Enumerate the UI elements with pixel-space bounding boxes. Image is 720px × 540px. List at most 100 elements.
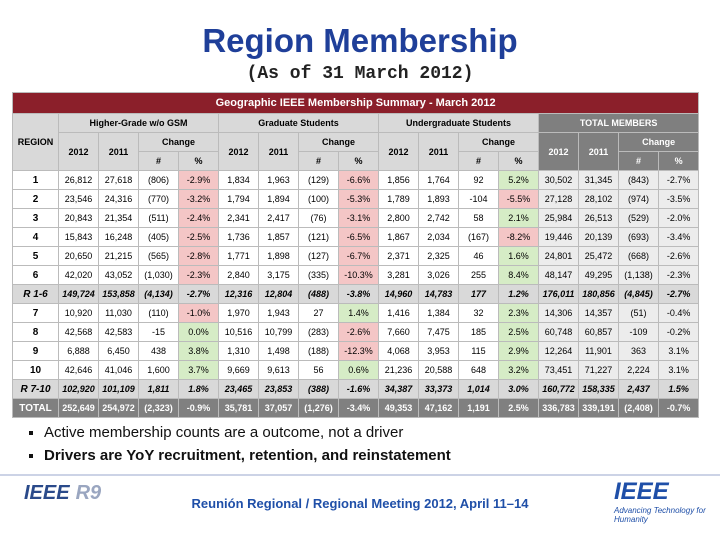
value-cell: 28,102	[578, 189, 619, 209]
value-cell: 438	[138, 341, 179, 361]
year-header: 2011	[258, 132, 299, 171]
value-cell: -2.3%	[178, 265, 219, 285]
value-cell: 1,857	[258, 227, 299, 247]
value-cell: 336,783	[538, 398, 579, 418]
value-cell: 3.1%	[657, 360, 700, 380]
value-cell: 32	[458, 303, 499, 323]
value-cell: (388)	[298, 379, 339, 399]
year-header: 2012	[218, 132, 259, 171]
value-cell: 158,335	[578, 379, 619, 399]
value-cell: -10.3%	[338, 265, 379, 285]
value-cell: -2.7%	[657, 284, 700, 304]
table-row: 5 20,650 21,215 (565) -2.8% 1,771 1,898 (127) -6…	[12, 246, 700, 266]
value-cell: 252,649	[58, 398, 99, 418]
value-cell: -2.9%	[178, 170, 219, 190]
value-cell: (4,134)	[138, 284, 179, 304]
value-cell: 2,325	[418, 246, 459, 266]
value-cell: 2,417	[258, 208, 299, 228]
value-cell: -1.6%	[338, 379, 379, 399]
group-header-row: REGION Higher-Grade w/o GSM Graduate Stude…	[12, 113, 700, 171]
year-header: 2012	[58, 132, 99, 171]
value-cell: 1,898	[258, 246, 299, 266]
footer-rule	[0, 474, 720, 476]
value-cell: 12,804	[258, 284, 299, 304]
value-cell: 101,109	[98, 379, 139, 399]
value-cell: 20,588	[418, 360, 459, 380]
value-cell: 1,893	[418, 189, 459, 209]
value-cell: -12.3%	[338, 341, 379, 361]
value-cell: 12,264	[538, 341, 579, 361]
table-row: 8 42,568 42,583 -15 0.0% 10,516 10,799 (283) -2.…	[12, 322, 700, 342]
value-cell: -8.2%	[498, 227, 539, 247]
value-cell: 160,772	[538, 379, 579, 399]
value-cell: 37,057	[258, 398, 299, 418]
subtitle: (As of 31 March 2012)	[246, 64, 474, 84]
value-cell: 49,353	[378, 398, 419, 418]
change-sub-header: %	[657, 151, 700, 171]
value-cell: 2,840	[218, 265, 259, 285]
group-header: Higher-Grade w/o GSM	[58, 113, 219, 133]
year-header: 2012	[538, 132, 579, 171]
value-cell: 1,794	[218, 189, 259, 209]
value-cell: 339,191	[578, 398, 619, 418]
value-cell: 9,613	[258, 360, 299, 380]
value-cell: 255	[458, 265, 499, 285]
value-cell: 2,742	[418, 208, 459, 228]
value-cell: 2,224	[618, 360, 659, 380]
value-cell: 2.5%	[498, 398, 539, 418]
value-cell: 2,034	[418, 227, 459, 247]
value-cell: -1.0%	[178, 303, 219, 323]
region-cell: 6	[12, 265, 59, 285]
change-header: Change	[617, 132, 700, 152]
value-cell: 30,502	[538, 170, 579, 190]
value-cell: (1,276)	[298, 398, 339, 418]
membership-table: Geographic IEEE Membership Summary - Mar…	[11, 92, 700, 418]
value-cell: -2.5%	[178, 227, 219, 247]
value-cell: 185	[458, 322, 499, 342]
value-cell: (2,323)	[138, 398, 179, 418]
value-cell: -2.3%	[657, 265, 700, 285]
value-cell: -3.5%	[657, 189, 700, 209]
table-row: TOTAL 252,649 254,972 (2,323) -0.9% 35,781 37,…	[12, 398, 700, 418]
value-cell: (110)	[138, 303, 179, 323]
value-cell: -3.4%	[338, 398, 379, 418]
group-header: Graduate Students	[218, 113, 379, 133]
value-cell: 1,867	[378, 227, 419, 247]
region-header: REGION	[12, 113, 59, 171]
value-cell: 47,162	[418, 398, 459, 418]
value-cell: 6,450	[98, 341, 139, 361]
region-cell: 5	[12, 246, 59, 266]
value-cell: 3,953	[418, 341, 459, 361]
change-sub-header: #	[138, 151, 179, 171]
value-cell: (188)	[298, 341, 339, 361]
value-cell: 1,856	[378, 170, 419, 190]
value-cell: (167)	[458, 227, 499, 247]
change-sub-header: %	[178, 151, 219, 171]
value-cell: 11,030	[98, 303, 139, 323]
value-cell: 6,888	[58, 341, 99, 361]
value-cell: (127)	[298, 246, 339, 266]
value-cell: 180,856	[578, 284, 619, 304]
value-cell: 363	[618, 341, 659, 361]
value-cell: (668)	[618, 246, 659, 266]
value-cell: 27	[298, 303, 339, 323]
value-cell: 0.0%	[178, 322, 219, 342]
value-cell: 12,316	[218, 284, 259, 304]
value-cell: (529)	[618, 208, 659, 228]
value-cell: 102,920	[58, 379, 99, 399]
region-text: R9	[75, 482, 102, 504]
value-cell: -3.8%	[338, 284, 379, 304]
value-cell: -0.9%	[178, 398, 219, 418]
region-cell: R 7-10	[12, 379, 59, 399]
value-cell: 43,052	[98, 265, 139, 285]
logo-text: IEEE	[614, 478, 669, 505]
value-cell: (488)	[298, 284, 339, 304]
value-cell: 3.8%	[178, 341, 219, 361]
value-cell: 48,147	[538, 265, 579, 285]
value-cell: -2.7%	[178, 284, 219, 304]
change-header: Change	[458, 132, 539, 152]
value-cell: 31,345	[578, 170, 619, 190]
value-cell: 9,669	[218, 360, 259, 380]
value-cell: 5.2%	[498, 170, 539, 190]
